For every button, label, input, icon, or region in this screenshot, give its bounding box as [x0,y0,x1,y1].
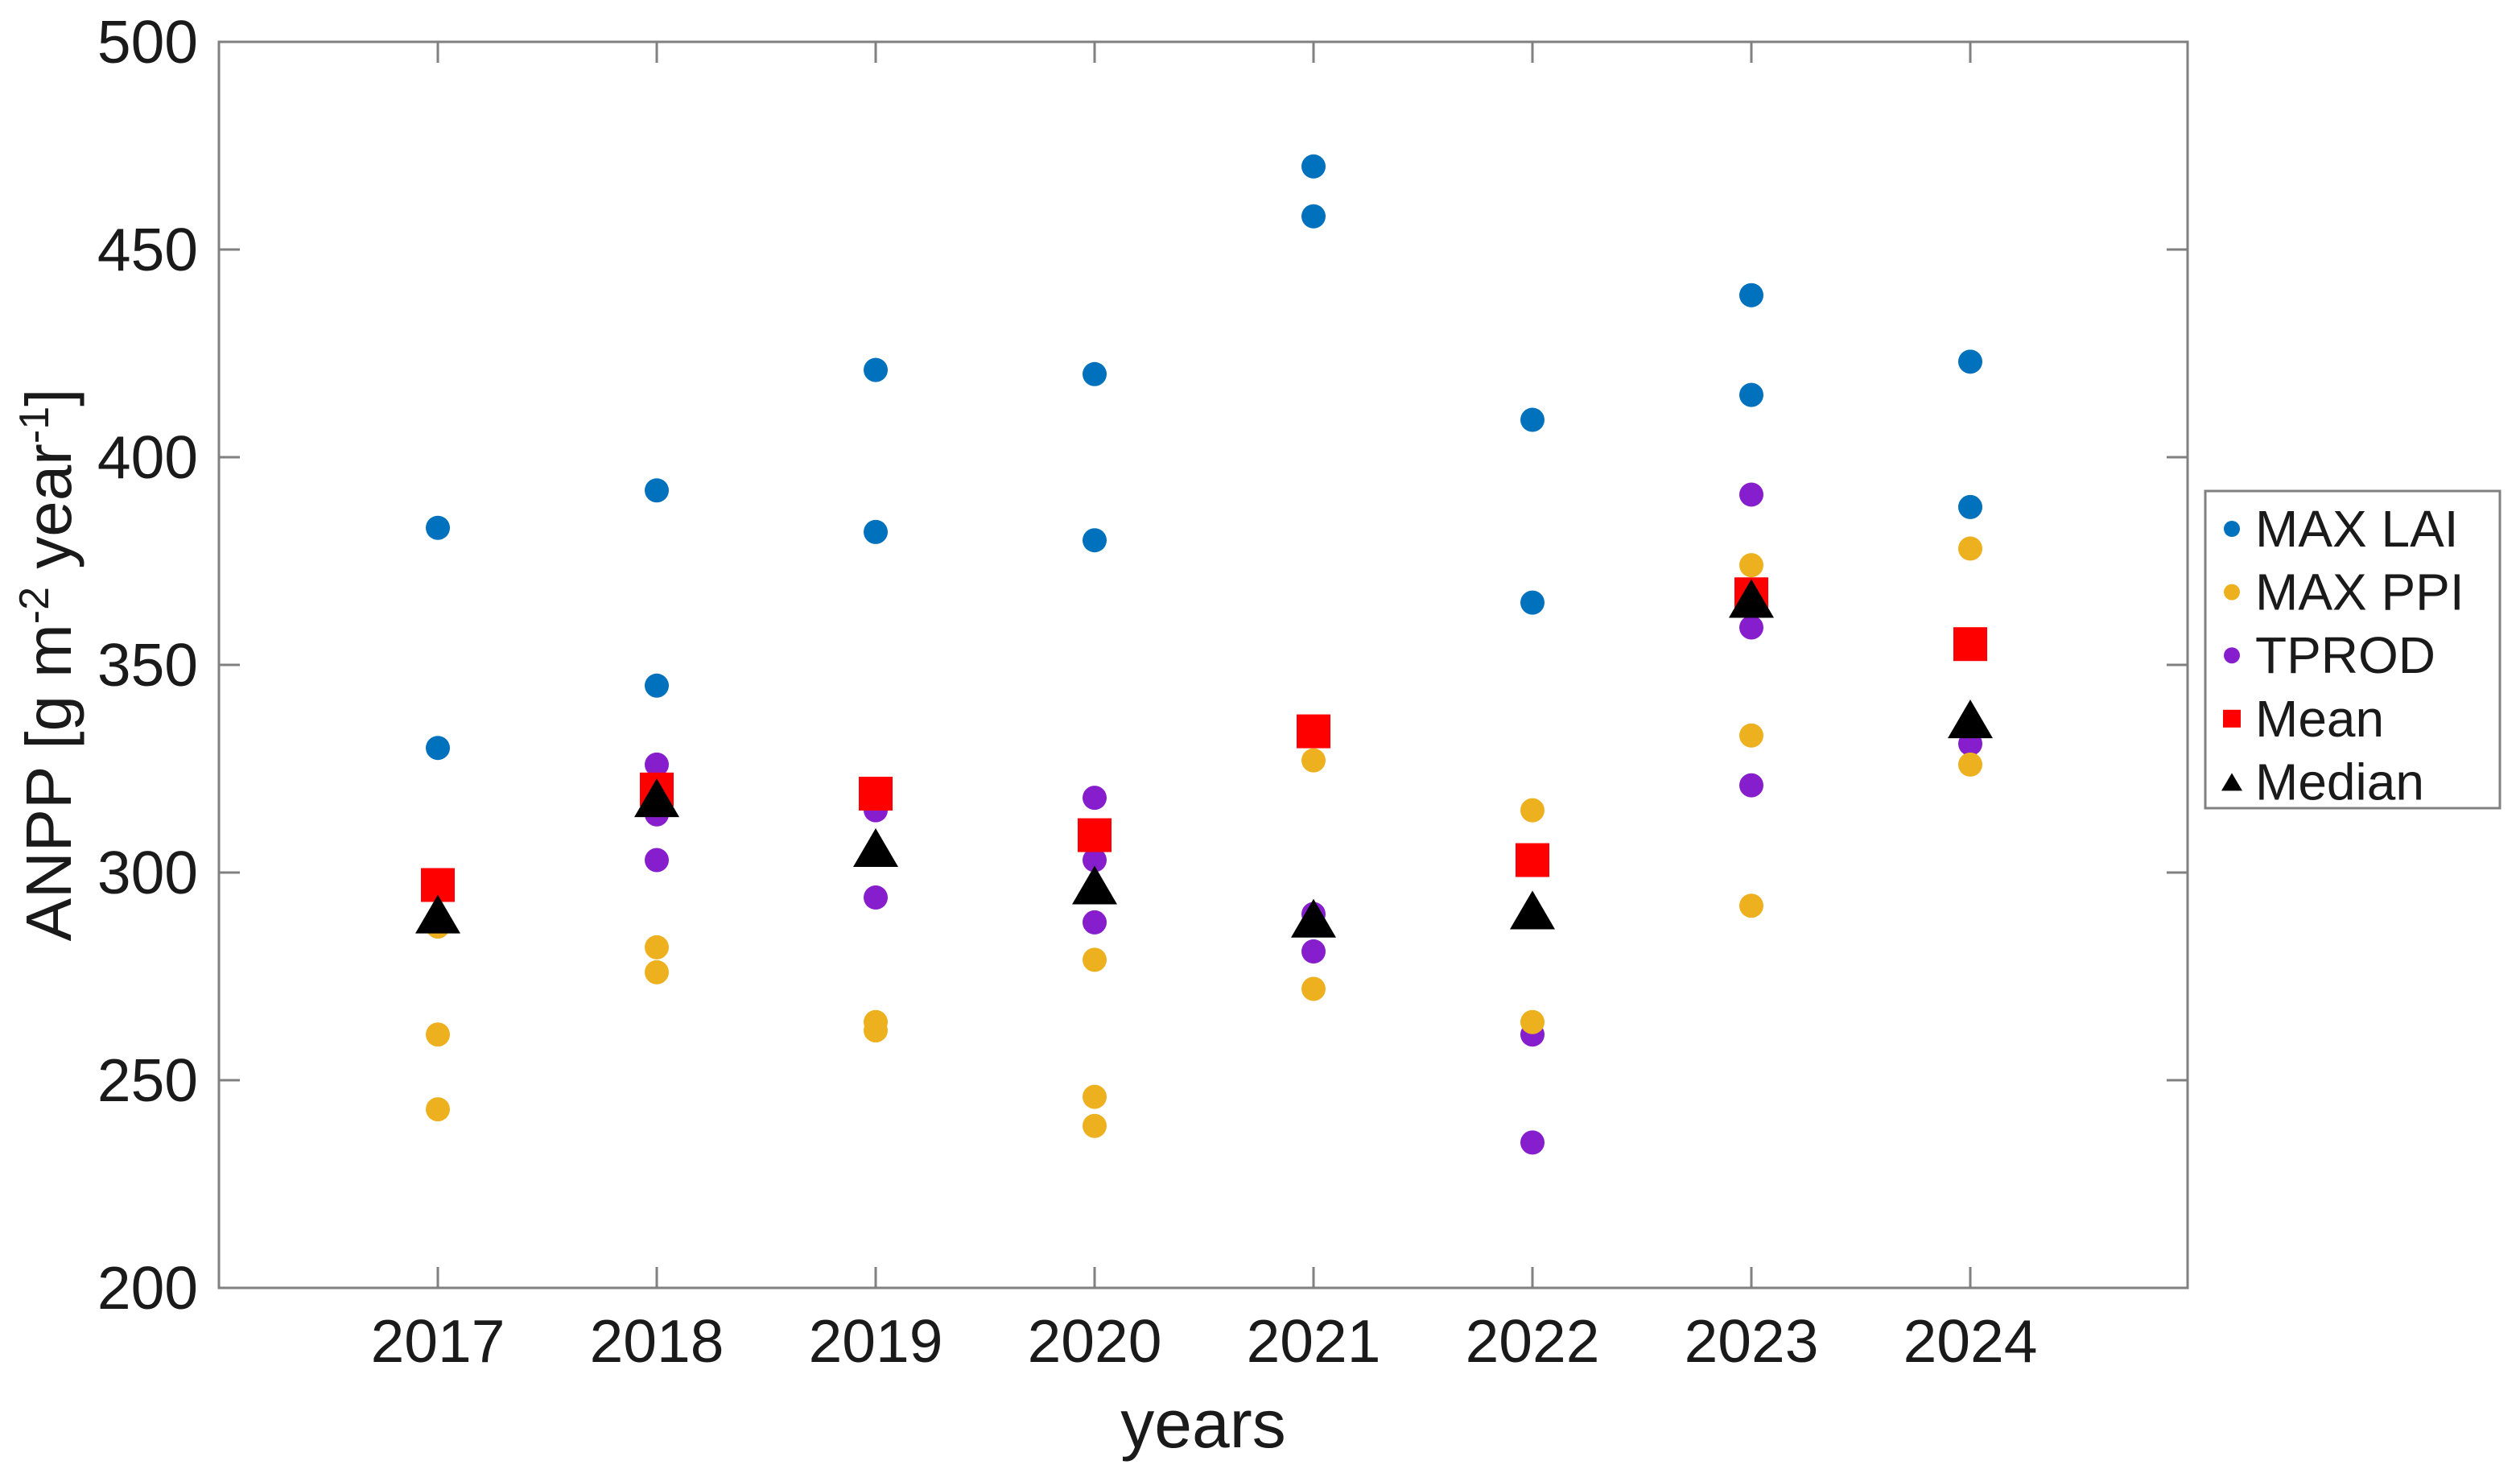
data-point-max-lai [1083,528,1107,553]
data-point-max-ppi [1083,1113,1107,1138]
x-tick-label: 2024 [1903,1307,2038,1375]
data-point-mean [1297,714,1330,749]
legend-box [2204,489,2501,810]
data-point-max-lai [1520,590,1545,615]
y-axis-label-text: ANPP [g m [13,624,85,941]
data-point-median [634,778,679,818]
data-point-max-lai [2224,521,2240,537]
data-point-max-lai [1083,361,1107,386]
data-point-max-ppi [645,959,669,984]
data-point-max-ppi [426,1022,450,1047]
data-point-mean [1516,843,1549,877]
data-point-tprod [1083,786,1107,811]
data-point-max-ppi [1520,1009,1545,1034]
data-point-max-ppi [1739,893,1763,918]
data-point-max-lai [864,357,888,382]
data-point-max-ppi [1739,553,1763,578]
data-point-max-ppi [1739,723,1763,748]
data-point-max-ppi [1083,947,1107,972]
data-point-median [2221,773,2242,791]
data-point-max-ppi [1520,798,1545,823]
data-point-tprod [645,752,669,777]
data-point-tprod [864,885,888,910]
data-point-max-ppi [1958,752,1982,777]
data-point-max-lai [1739,382,1763,407]
data-point-max-lai [1520,407,1545,432]
legend-label-max-ppi: MAX PPI [2255,563,2464,621]
y-tick-label: 400 [97,423,198,491]
legend-label-tprod: TPROD [2255,626,2435,684]
data-point-max-lai [1958,349,1982,374]
data-point-tprod [1083,848,1107,873]
data-point-max-lai [645,673,669,698]
legend-label-median: Median [2255,753,2424,811]
data-point-max-lai [1739,283,1763,307]
x-tick-label: 2020 [1028,1307,1162,1375]
legend-label-max-lai: MAX LAI [2255,500,2459,558]
data-point-max-ppi [426,1097,450,1122]
data-point-mean [1078,818,1112,852]
data-point-mean [2223,709,2241,728]
y-axis-label-superscript: -1 [11,406,58,444]
data-point-tprod [1083,910,1107,935]
data-point-tprod [1739,615,1763,640]
data-point-max-lai [426,736,450,761]
data-point-mean [1953,627,1987,662]
data-point-median [1948,699,1993,739]
data-point-max-ppi [1958,536,1982,561]
data-point-median [1729,579,1774,618]
data-point-tprod [1739,482,1763,507]
data-point-median [853,828,898,868]
data-point-median [415,894,460,934]
x-tick-label: 2023 [1685,1307,1819,1375]
data-point-max-ppi [2224,584,2240,600]
y-tick-label: 300 [97,839,198,906]
legend-label-mean: Mean [2255,690,2384,748]
y-axis-label-text: ] [13,389,85,406]
y-tick-label: 500 [97,8,198,76]
data-point-max-lai [864,519,888,544]
data-point-median [1510,890,1555,930]
data-point-tprod [1301,939,1326,964]
y-axis-label-superscript: -2 [11,587,58,624]
x-tick-label: 2019 [809,1307,943,1375]
y-tick-label: 350 [97,631,198,699]
data-point-tprod [645,848,669,873]
x-tick-label: 2021 [1247,1307,1381,1375]
data-point-max-lai [645,478,669,503]
data-point-median [1291,898,1336,938]
y-tick-label: 250 [97,1046,198,1114]
data-point-max-lai [1301,154,1326,179]
data-point-max-ppi [645,935,669,959]
data-point-median [1072,865,1117,905]
y-tick-label: 450 [97,216,198,283]
y-axis-label-text: year [13,444,85,587]
data-point-tprod [1520,1130,1545,1155]
data-point-max-ppi [1083,1084,1107,1109]
data-point-max-ppi [864,1018,888,1043]
x-tick-label: 2017 [371,1307,505,1375]
plot-area-border [217,40,2189,1290]
data-point-mean [859,776,893,811]
data-point-max-ppi [1301,748,1326,773]
x-axis-label: years [1120,1386,1285,1462]
data-point-tprod [1739,773,1763,798]
data-point-max-lai [426,515,450,540]
data-point-max-ppi [1301,976,1326,1001]
x-tick-label: 2022 [1466,1307,1600,1375]
data-point-tprod [2224,647,2240,664]
data-point-max-lai [1301,204,1326,229]
y-tick-label: 200 [97,1254,198,1322]
data-point-max-lai [1958,494,1982,519]
x-tick-label: 2018 [590,1307,724,1375]
y-axis-label: ANPP [g m-2 year-1] [11,389,85,942]
